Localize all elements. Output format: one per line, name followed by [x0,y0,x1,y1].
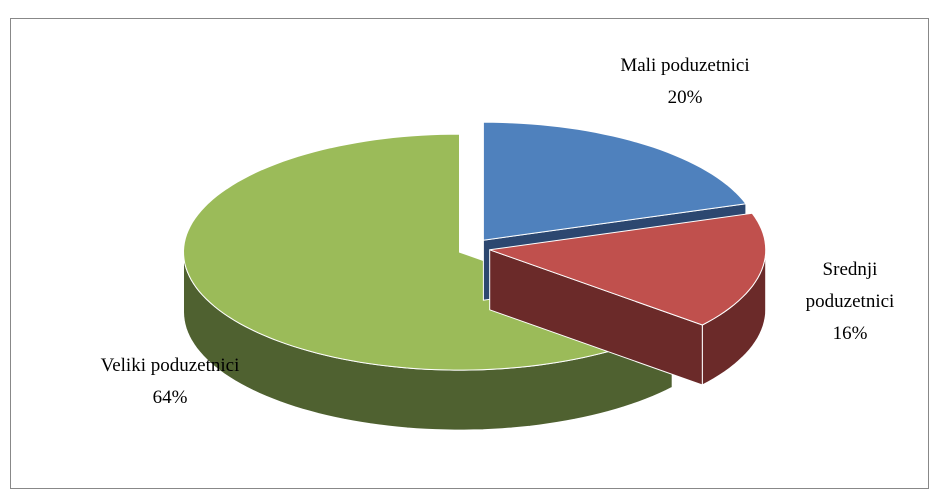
slice [482,121,747,241]
data-label: Veliki poduzetnici 64% [100,350,240,414]
label-value: 20% [667,87,703,108]
slice [489,212,767,326]
data-label: Mali poduzetnici 20% [585,50,785,114]
label-name: Veliki poduzetnici [100,355,240,376]
label-value: 64% [152,387,188,408]
label-value: 16% [832,323,868,344]
label-name: Mali poduzetnici [620,55,750,76]
chart-border [10,18,929,489]
label-name: Srednji poduzetnici [805,259,895,312]
data-label: Srednji poduzetnici 16% [780,254,920,350]
